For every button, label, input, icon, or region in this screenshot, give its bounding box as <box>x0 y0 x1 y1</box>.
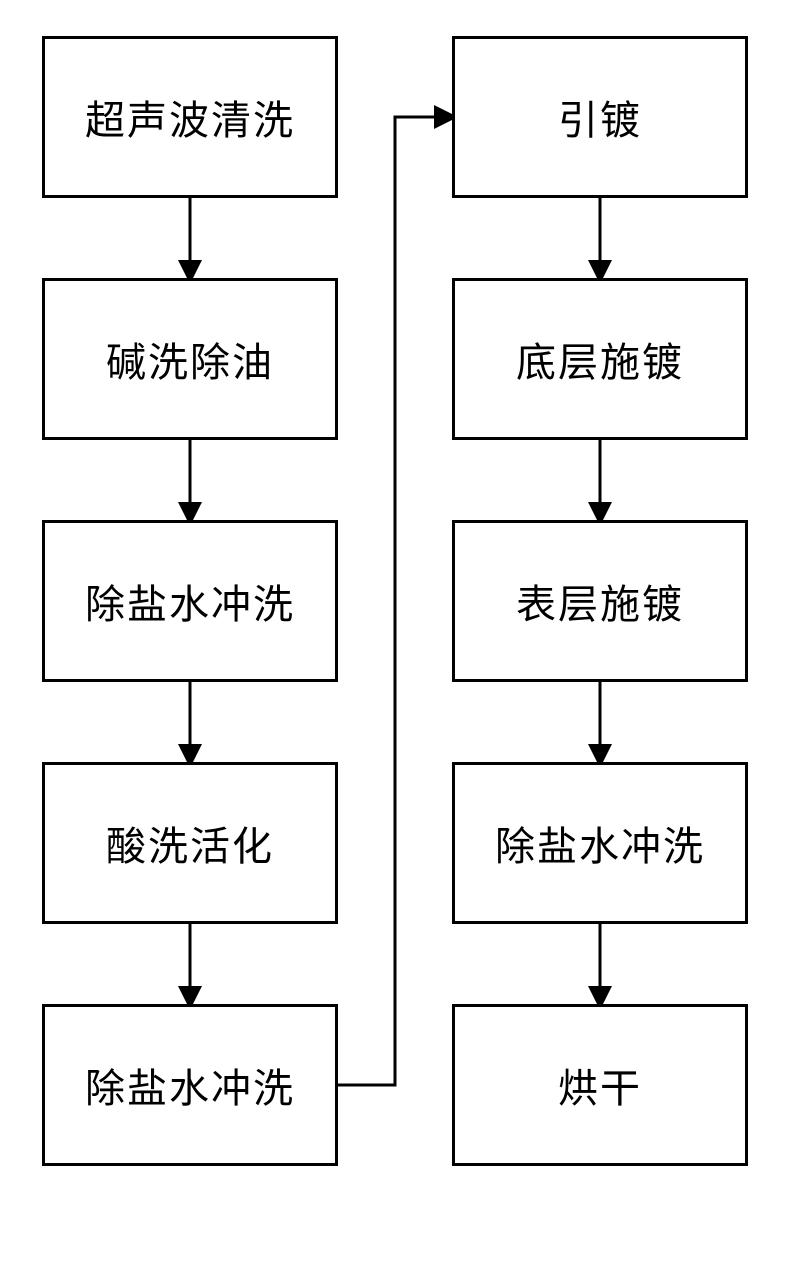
node-label: 除盐水冲洗 <box>85 1056 295 1114</box>
node-label: 底层施镀 <box>516 330 684 388</box>
flowchart-node: 引镀 <box>452 36 748 198</box>
flowchart-node: 表层施镀 <box>452 520 748 682</box>
node-label: 除盐水冲洗 <box>85 572 295 630</box>
flowchart-node: 超声波清洗 <box>42 36 338 198</box>
flowchart-node: 除盐水冲洗 <box>42 520 338 682</box>
flowchart-node: 烘干 <box>452 1004 748 1166</box>
node-label: 表层施镀 <box>516 572 684 630</box>
node-label: 超声波清洗 <box>85 88 295 146</box>
flowchart-node: 除盐水冲洗 <box>42 1004 338 1166</box>
flowchart-container: 超声波清洗碱洗除油除盐水冲洗酸洗活化除盐水冲洗引镀底层施镀表层施镀除盐水冲洗烘干 <box>0 0 790 1269</box>
node-label: 酸洗活化 <box>106 814 274 872</box>
flowchart-node: 除盐水冲洗 <box>452 762 748 924</box>
flowchart-node: 碱洗除油 <box>42 278 338 440</box>
flowchart-edge <box>338 117 452 1085</box>
node-label: 烘干 <box>558 1056 642 1114</box>
node-label: 碱洗除油 <box>106 330 274 388</box>
node-label: 引镀 <box>558 88 642 146</box>
node-label: 除盐水冲洗 <box>495 814 705 872</box>
flowchart-node: 酸洗活化 <box>42 762 338 924</box>
flowchart-node: 底层施镀 <box>452 278 748 440</box>
